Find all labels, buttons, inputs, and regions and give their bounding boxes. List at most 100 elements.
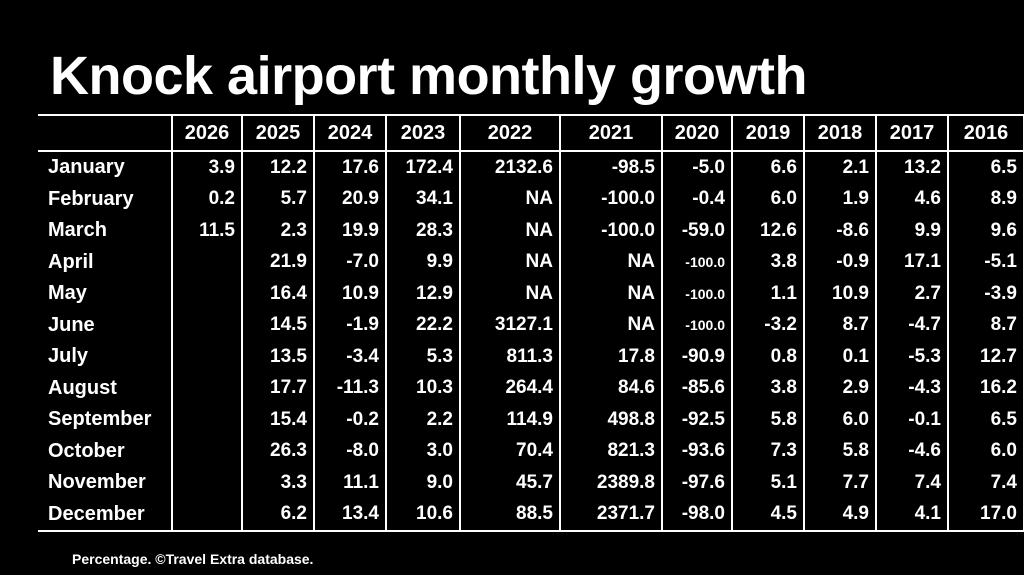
table-cell: 821.3 [559, 435, 663, 467]
table-cell: NA [559, 309, 663, 341]
table-row: November 3.3 11.1 9.0 45.7 2389.8 -97.6 5.1 7.7 7… [38, 467, 1024, 499]
row-label-july: July [38, 341, 173, 373]
table-cell: 9.9 [385, 246, 461, 278]
table-cell: 12.2 [241, 151, 315, 184]
table-cell: 12.7 [947, 341, 1024, 373]
table-cell: 28.3 [385, 215, 461, 247]
table-cell: -100.0 [661, 309, 733, 341]
table-cell: 114.9 [459, 404, 561, 436]
table-row: August 17.7 -11.3 10.3 264.4 84.6 -85.6 3.8 2.9-… [38, 372, 1024, 404]
table-cell: 10.9 [313, 278, 387, 310]
row-label-june: June [38, 309, 173, 341]
table-cell: 17.6 [313, 151, 387, 184]
table-cell: -100.0 [559, 215, 663, 247]
table-cell: 7.3 [731, 435, 805, 467]
table-cell: 4.9 [803, 498, 877, 532]
table-cell: 4.5 [731, 498, 805, 532]
table-cell: 8.9 [947, 183, 1024, 215]
column-header-2024: 2024 [313, 114, 387, 152]
table-cell: -4.7 [875, 309, 949, 341]
table-cell: -4.6 [875, 435, 949, 467]
table-cell: 6.0 [803, 404, 877, 436]
row-label-october: October [38, 435, 173, 467]
table-row: December 6.2 13.4 10.6 88.5 2371.7 -98.0 4.5 4.9… [38, 498, 1024, 532]
table-cell: -3.2 [731, 309, 805, 341]
table-cell: 10.3 [385, 372, 461, 404]
table-cell: 11.1 [313, 467, 387, 499]
table-row: September 15.4 -0.2 2.2 114.9 498.8 -92.5 5.8 6.… [38, 404, 1024, 436]
table-cell: 13.2 [875, 151, 949, 184]
table-cell: -0.1 [875, 404, 949, 436]
table-cell: -100.0 [559, 183, 663, 215]
table-cell: 3.0 [385, 435, 461, 467]
table-cell: 3.9 [171, 151, 243, 184]
table-cell: 45.7 [459, 467, 561, 499]
table-cell: 498.8 [559, 404, 663, 436]
table-cell: -11.3 [313, 372, 387, 404]
table-cell: -3.4 [313, 341, 387, 373]
table-row: June 14.5 -1.9 22.2 3127.1 NA -100.0 -3.2 8.7 -4.… [38, 309, 1024, 341]
table-cell: 34.1 [385, 183, 461, 215]
column-header-2020: 2020 [661, 114, 733, 152]
table-cell: -92.5 [661, 404, 733, 436]
table-cell: 5.7 [241, 183, 315, 215]
table-cell: 13.5 [241, 341, 315, 373]
table-cell: -90.9 [661, 341, 733, 373]
header-corner [38, 114, 173, 152]
table-cell: 0.2 [171, 183, 243, 215]
table-cell [171, 435, 243, 467]
table-cell: -97.6 [661, 467, 733, 499]
table-cell: 5.8 [803, 435, 877, 467]
table-cell: 16.2 [947, 372, 1024, 404]
table-cell: -100.0 [661, 278, 733, 310]
table-cell: 0.8 [731, 341, 805, 373]
table-cell: NA [459, 246, 561, 278]
column-header-2019: 2019 [731, 114, 805, 152]
page-title: Knock airport monthly growth [50, 46, 808, 106]
table-cell: 13.4 [313, 498, 387, 532]
row-label-march: March [38, 215, 173, 247]
table-cell: 6.2 [241, 498, 315, 532]
table-cell: 19.9 [313, 215, 387, 247]
table-cell: NA [459, 183, 561, 215]
table-cell: 3.8 [731, 246, 805, 278]
table-row: May 16.4 10.9 12.9 NA NA -100.0 1.1 10.9 2.7 -3.9 [38, 278, 1024, 310]
table-cell: 5.3 [385, 341, 461, 373]
table-cell: 9.0 [385, 467, 461, 499]
table-cell: -85.6 [661, 372, 733, 404]
table-cell: 6.5 [947, 404, 1024, 436]
table-cell: 17.8 [559, 341, 663, 373]
table-body: January 3.9 12.2 17.6 172.4 2132.6 -98.5 -5.0 6.… [38, 151, 1024, 532]
row-label-december: December [38, 498, 173, 532]
table-cell: 2.9 [803, 372, 877, 404]
table-cell: 17.0 [947, 498, 1024, 532]
row-label-april: April [38, 246, 173, 278]
table-cell [171, 404, 243, 436]
table-cell: 12.9 [385, 278, 461, 310]
table-cell: 1.9 [803, 183, 877, 215]
table-cell: -98.5 [559, 151, 663, 184]
table-cell [171, 278, 243, 310]
table-cell: 3.3 [241, 467, 315, 499]
table-cell: -8.0 [313, 435, 387, 467]
column-header-2023: 2023 [385, 114, 461, 152]
column-header-2017: 2017 [875, 114, 949, 152]
column-header-2021: 2021 [559, 114, 663, 152]
table-cell: 6.0 [731, 183, 805, 215]
table-cell: -98.0 [661, 498, 733, 532]
table-cell: -8.6 [803, 215, 877, 247]
table-cell: 7.4 [875, 467, 949, 499]
table-cell: 1.1 [731, 278, 805, 310]
table-cell: -5.0 [661, 151, 733, 184]
table-cell: -4.3 [875, 372, 949, 404]
row-label-february: February [38, 183, 173, 215]
table-cell: 3.8 [731, 372, 805, 404]
table-cell: NA [459, 278, 561, 310]
row-label-november: November [38, 467, 173, 499]
table-cell: 10.9 [803, 278, 877, 310]
row-label-august: August [38, 372, 173, 404]
table-cell: 17.1 [875, 246, 949, 278]
table-cell: 22.2 [385, 309, 461, 341]
table-cell: 6.0 [947, 435, 1024, 467]
table-cell: -59.0 [661, 215, 733, 247]
